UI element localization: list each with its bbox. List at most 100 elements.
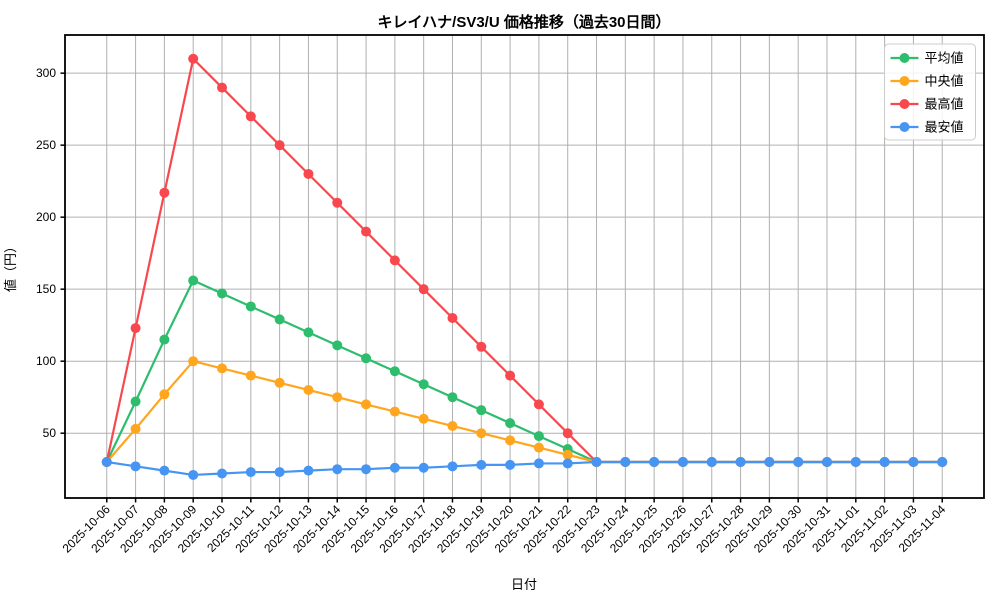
series-marker-max	[447, 312, 458, 323]
series-marker-min	[821, 456, 832, 467]
legend-marker-icon	[899, 76, 910, 86]
series-marker-min	[649, 456, 660, 467]
series-marker-max	[389, 255, 400, 266]
series-marker-min	[706, 456, 717, 467]
y-axis-label: 値（円）	[3, 240, 18, 292]
legend-item-max: 最高値	[890, 97, 964, 112]
series-marker-min	[332, 464, 343, 475]
series-marker-avg	[476, 405, 487, 416]
legend-item-avg: 平均値	[890, 51, 964, 66]
series-marker-min	[274, 467, 285, 478]
series-marker-min	[677, 456, 688, 467]
legend-item-median: 中央値	[890, 74, 964, 89]
series-min	[101, 456, 948, 480]
series-marker-median	[505, 435, 516, 446]
series-marker-median	[389, 406, 400, 417]
series-marker-max	[159, 187, 170, 198]
series-marker-max	[418, 284, 429, 295]
series-marker-min	[850, 456, 861, 467]
series-marker-min	[389, 462, 400, 473]
series-marker-min	[361, 464, 372, 475]
series-marker-min	[533, 458, 544, 469]
y-tick-label: 100	[36, 354, 56, 368]
legend-label: 中央値	[925, 74, 964, 89]
series-marker-median	[332, 392, 343, 403]
series-marker-max	[332, 197, 343, 208]
series-marker-max	[188, 53, 199, 64]
series-marker-median	[130, 423, 141, 434]
plot-frame	[64, 34, 985, 499]
series-marker-avg	[303, 327, 314, 338]
series-marker-min	[447, 461, 458, 472]
series-marker-max	[533, 399, 544, 410]
series-marker-max	[274, 140, 285, 151]
series-line-max	[105, 57, 944, 464]
series-line-median	[105, 360, 944, 464]
legend-marker-icon	[899, 53, 910, 63]
series-marker-avg	[418, 379, 429, 390]
series-marker-max	[245, 111, 256, 122]
series-layer	[101, 53, 948, 480]
legend-frame	[884, 43, 976, 141]
series-max	[101, 53, 948, 467]
series-marker-min	[159, 465, 170, 476]
series-marker-avg	[533, 431, 544, 442]
series-marker-avg	[361, 353, 372, 364]
series-marker-avg	[159, 334, 170, 345]
series-marker-avg	[188, 275, 199, 286]
axes-frame	[60, 34, 985, 503]
series-marker-median	[562, 449, 573, 460]
chart-title: キレイハナ/SV3/U 価格推移（過去30日間）	[377, 13, 670, 31]
series-marker-median	[418, 413, 429, 424]
series-marker-median	[476, 428, 487, 439]
series-marker-min	[764, 456, 775, 467]
series-marker-avg	[245, 301, 256, 312]
series-marker-avg	[274, 314, 285, 325]
y-tick-label: 50	[43, 426, 57, 440]
legend-item-min: 最安値	[890, 120, 964, 135]
series-marker-min	[505, 459, 516, 470]
series-marker-median	[245, 370, 256, 381]
series-marker-max	[562, 428, 573, 439]
series-marker-median	[274, 377, 285, 388]
series-marker-avg	[217, 288, 228, 299]
series-median	[101, 356, 948, 467]
series-marker-min	[130, 461, 141, 472]
series-marker-min	[418, 462, 429, 473]
series-marker-min	[303, 465, 314, 476]
legend-marker-icon	[899, 99, 910, 109]
y-tick-label: 250	[36, 138, 56, 152]
series-marker-median	[447, 420, 458, 431]
series-marker-max	[130, 323, 141, 334]
y-tick-label: 200	[36, 210, 56, 224]
series-marker-median	[361, 399, 372, 410]
series-marker-median	[217, 363, 228, 374]
series-line-min	[105, 460, 944, 477]
series-marker-median	[188, 356, 199, 367]
series-marker-min	[245, 467, 256, 478]
series-marker-median	[303, 384, 314, 395]
y-tick-label: 300	[36, 66, 56, 80]
series-marker-max	[505, 370, 516, 381]
series-marker-avg	[505, 418, 516, 429]
series-marker-max	[361, 226, 372, 237]
series-marker-median	[159, 389, 170, 400]
series-marker-avg	[447, 392, 458, 403]
series-marker-avg	[130, 396, 141, 407]
series-marker-median	[533, 442, 544, 453]
series-marker-min	[188, 469, 199, 480]
series-marker-min	[879, 456, 890, 467]
series-marker-min	[562, 458, 573, 469]
tick-labels: 501001502002503002025-10-062025-10-07202…	[36, 66, 949, 555]
series-marker-max	[476, 341, 487, 352]
series-marker-avg	[332, 340, 343, 351]
series-marker-max	[303, 168, 314, 179]
legend-label: 最高値	[925, 97, 964, 112]
legend-label: 最安値	[925, 120, 964, 135]
legend-label: 平均値	[925, 51, 964, 66]
legend-marker-icon	[899, 122, 910, 132]
series-marker-min	[217, 468, 228, 479]
series-marker-min	[591, 456, 602, 467]
